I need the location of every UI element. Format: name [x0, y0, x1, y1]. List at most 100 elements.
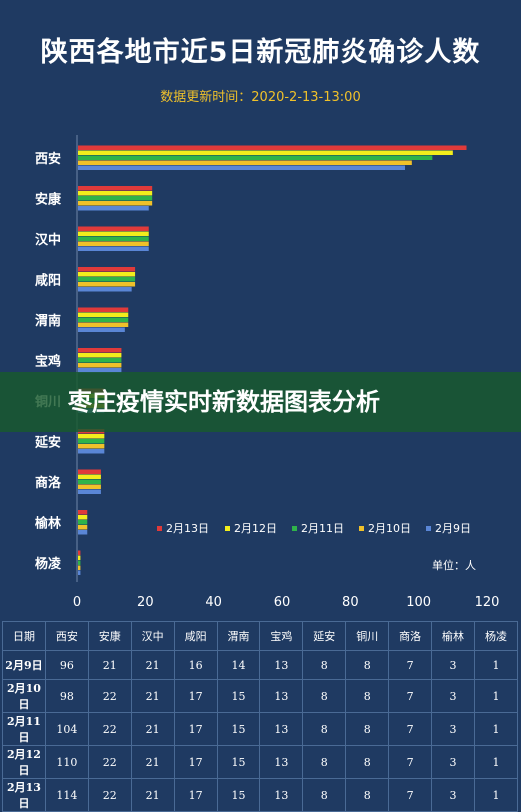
bar [78, 515, 88, 520]
table-cell: 8 [345, 712, 390, 746]
table-cell: 7 [388, 650, 433, 680]
unit-label: 单位：人 [432, 558, 476, 572]
bar [78, 165, 405, 170]
table-body: 2月9日 96 21 21 16 14 13 8 8 7 3 1 2月10日 98 22 21 17 15 13 8 8… [2, 650, 519, 812]
x-tick-label: 120 [475, 595, 500, 610]
bar [78, 444, 105, 449]
table-cell: 13 [259, 679, 304, 713]
table-cell: 15 [216, 679, 261, 713]
bar [78, 186, 153, 191]
legend-label: 2月11日 [301, 522, 344, 535]
table-cell: 17 [173, 745, 218, 779]
category-label: 汉中 [35, 232, 61, 248]
table-cell: 1 [473, 712, 519, 746]
table-header-cell: 安康 [87, 621, 132, 651]
table-cell: 22 [87, 712, 132, 746]
table-header-cell: 日期 [2, 621, 46, 651]
table-cell: 1 [473, 778, 519, 812]
bar [78, 565, 81, 570]
table-cell: 15 [216, 745, 261, 779]
table-header-cell: 商洛 [388, 621, 433, 651]
legend-swatch [426, 526, 431, 531]
table-cell: 8 [302, 679, 347, 713]
chart-title: 陕西各地市近5日新冠肺炎确诊人数 [40, 37, 481, 68]
bar [78, 434, 105, 439]
table-cell: 13 [259, 778, 304, 812]
bar [78, 368, 122, 373]
legend-swatch [157, 526, 162, 531]
category-label: 延安 [34, 435, 61, 451]
bar [78, 489, 101, 494]
category-label: 宝鸡 [35, 354, 61, 370]
bar [78, 479, 101, 484]
table-header-cell: 渭南 [216, 621, 261, 651]
legend-label: 2月13日 [166, 522, 209, 535]
bar [78, 555, 81, 560]
bar [78, 206, 149, 211]
table-cell: 3 [431, 712, 475, 746]
table-cell: 17 [173, 712, 218, 746]
table-header-cell: 延安 [302, 621, 347, 651]
bar [78, 246, 149, 251]
table-cell: 22 [87, 778, 132, 812]
legend-label: 2月12日 [234, 522, 277, 535]
legend-label: 2月10日 [368, 522, 411, 535]
table-row: 2月12日 110 22 21 17 15 13 8 8 7 3 1 [2, 745, 519, 779]
table-header-cell: 咸阳 [173, 621, 218, 651]
bar [78, 226, 149, 231]
table-cell: 3 [431, 778, 475, 812]
bar [78, 474, 101, 479]
bar [78, 322, 129, 327]
table-cell: 21 [130, 778, 175, 812]
bar [78, 155, 433, 160]
table-header-cell: 铜川 [345, 621, 390, 651]
bar [78, 570, 81, 575]
bar [78, 439, 105, 444]
table-cell: 114 [44, 778, 89, 812]
table-cell: 13 [259, 650, 304, 680]
chart-subtitle: 数据更新时间：2020-2-13-13:00 [160, 90, 361, 105]
x-tick-label: 0 [73, 595, 81, 610]
table-row: 2月10日 98 22 21 17 15 13 8 8 7 3 1 [2, 679, 519, 713]
table-cell: 98 [44, 679, 89, 713]
bar [78, 510, 88, 515]
table-cell: 22 [87, 745, 132, 779]
bar [78, 530, 88, 535]
table-date-cell: 2月12日 [2, 745, 46, 779]
table-cell: 3 [431, 745, 475, 779]
overlay-banner: 枣庄疫情实时新数据图表分析 [0, 372, 521, 432]
bar [78, 525, 88, 530]
bar-chart: 020406080100120西安安康汉中咸阳渭南宝鸡铜川延安商洛榆林杨凌2月1… [34, 135, 500, 610]
category-label: 西安 [35, 151, 61, 167]
table-cell: 3 [431, 679, 475, 713]
table-date-cell: 2月10日 [2, 679, 46, 713]
bar [78, 317, 129, 322]
bar [78, 277, 136, 282]
table-cell: 8 [345, 679, 390, 713]
bar [78, 560, 81, 565]
table-cell: 8 [302, 712, 347, 746]
bar [78, 327, 125, 332]
bar [78, 469, 101, 474]
table-row: 2月9日 96 21 21 16 14 13 8 8 7 3 1 [2, 650, 519, 680]
bar [78, 363, 122, 368]
table-cell: 13 [259, 712, 304, 746]
bar [78, 267, 136, 272]
x-tick-label: 100 [406, 595, 431, 610]
table-cell: 17 [173, 778, 218, 812]
legend-swatch [225, 526, 230, 531]
bar [78, 196, 153, 201]
table-cell: 96 [44, 650, 89, 680]
bar [78, 287, 132, 292]
table-cell: 8 [345, 778, 390, 812]
table-row: 2月11日 104 22 21 17 15 13 8 8 7 3 1 [2, 712, 519, 746]
bar [78, 145, 467, 150]
table-cell: 7 [388, 712, 433, 746]
table-cell: 16 [173, 650, 218, 680]
bar [78, 358, 122, 363]
table-header-cell: 汉中 [130, 621, 175, 651]
legend-label: 2月9日 [435, 522, 471, 535]
legend-swatch [359, 526, 364, 531]
table-header-cell: 杨凌 [473, 621, 519, 651]
legend-swatch [292, 526, 297, 531]
